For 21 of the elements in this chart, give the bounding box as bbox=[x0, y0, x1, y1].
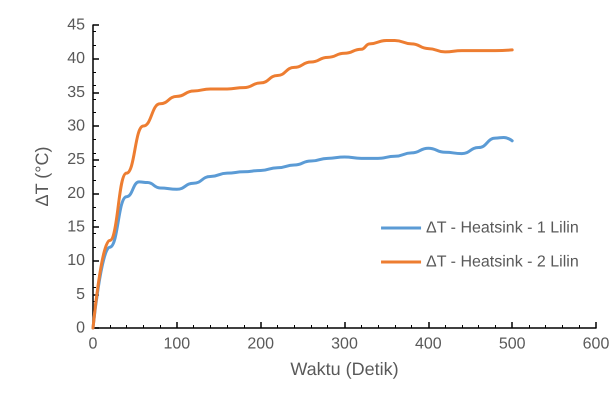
x-tick-label: 500 bbox=[498, 336, 526, 352]
x-axis-title: Waktu (Detik) bbox=[290, 359, 399, 379]
legend-label: ΔT - Heatsink - 2 Lilin bbox=[426, 254, 579, 270]
y-tick-label: 0 bbox=[76, 320, 86, 336]
y-tick-label: 40 bbox=[67, 50, 86, 68]
y-tick-label: 5 bbox=[76, 286, 86, 303]
y-tick-label: 45 bbox=[67, 16, 86, 34]
y-tick-label: 25 bbox=[67, 151, 86, 168]
x-tick-label: 400 bbox=[414, 336, 442, 352]
x-tick-label: 0 bbox=[88, 336, 98, 352]
y-axis-title: ΔT (°C) bbox=[32, 146, 52, 206]
x-tick-label: 100 bbox=[163, 336, 190, 352]
legend-label: ΔT - Heatsink - 1 Lilin bbox=[426, 220, 579, 236]
x-tick-label: 200 bbox=[247, 336, 274, 352]
x-tick-label: 300 bbox=[331, 336, 358, 352]
y-tick-label: 35 bbox=[67, 84, 86, 101]
y-tick-label: 20 bbox=[67, 184, 86, 202]
x-tick-label: 600 bbox=[582, 336, 610, 352]
y-tick-label: 15 bbox=[67, 218, 86, 236]
y-tick-label: 10 bbox=[67, 252, 86, 270]
y-tick-label: 30 bbox=[67, 118, 86, 134]
